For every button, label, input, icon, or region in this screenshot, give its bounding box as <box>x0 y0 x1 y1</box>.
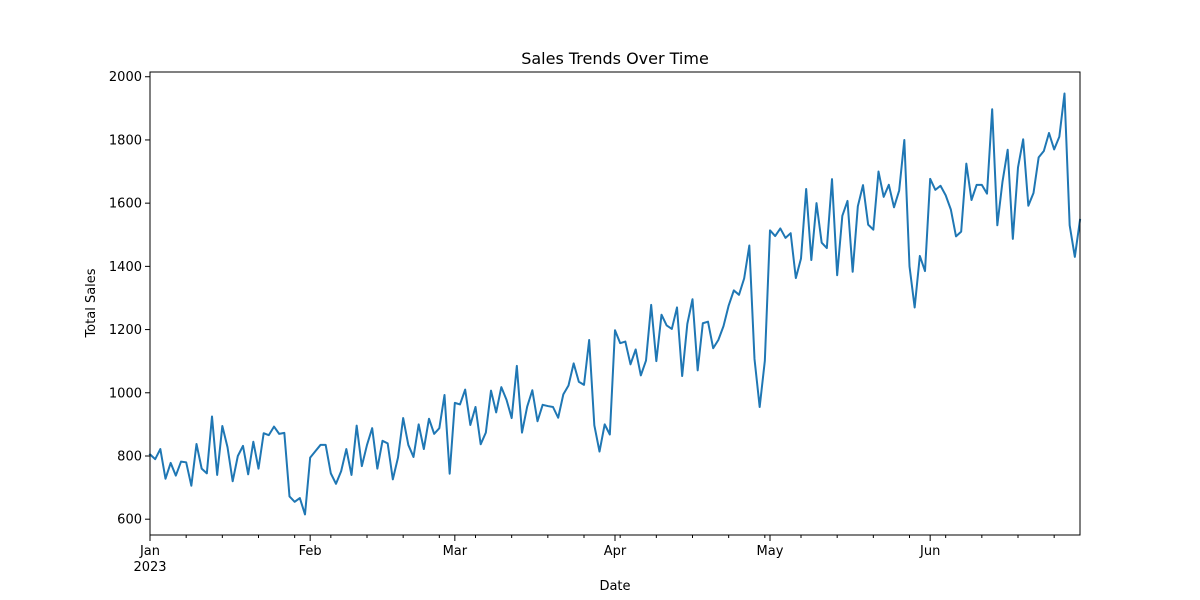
x-axis-year-label: 2023 <box>133 560 166 575</box>
y-tick-label: 1000 <box>109 386 142 401</box>
y-tick-label: 1400 <box>109 260 142 275</box>
y-tick-label: 1200 <box>109 323 142 338</box>
x-axis-label: Date <box>599 579 630 594</box>
x-tick-label: Jun <box>919 544 940 559</box>
y-tick-label: 1600 <box>109 197 142 212</box>
chart-title: Sales Trends Over Time <box>521 49 709 68</box>
x-tick-label: Jan <box>139 544 160 559</box>
x-tick-label: Mar <box>443 544 468 559</box>
axes-frame <box>149 71 1081 536</box>
series-layer <box>148 92 1082 516</box>
y-tick-label: 800 <box>117 449 142 464</box>
y-axis-label: Total Sales <box>84 268 99 338</box>
y-tick-label: 2000 <box>109 70 142 85</box>
x-tick-label: May <box>757 544 784 559</box>
x-axis: Jan Feb Mar Apr May Jun <box>139 535 1055 559</box>
x-tick-label: Feb <box>299 544 322 559</box>
y-tick-label: 600 <box>117 513 142 528</box>
y-tick-label: 1800 <box>109 133 142 148</box>
plot-area <box>148 71 1082 536</box>
y-axis: 600 800 1000 1200 1400 1600 1800 2000 <box>109 70 150 528</box>
series-line-0 <box>148 92 1082 516</box>
x-tick-label: Apr <box>604 544 627 559</box>
